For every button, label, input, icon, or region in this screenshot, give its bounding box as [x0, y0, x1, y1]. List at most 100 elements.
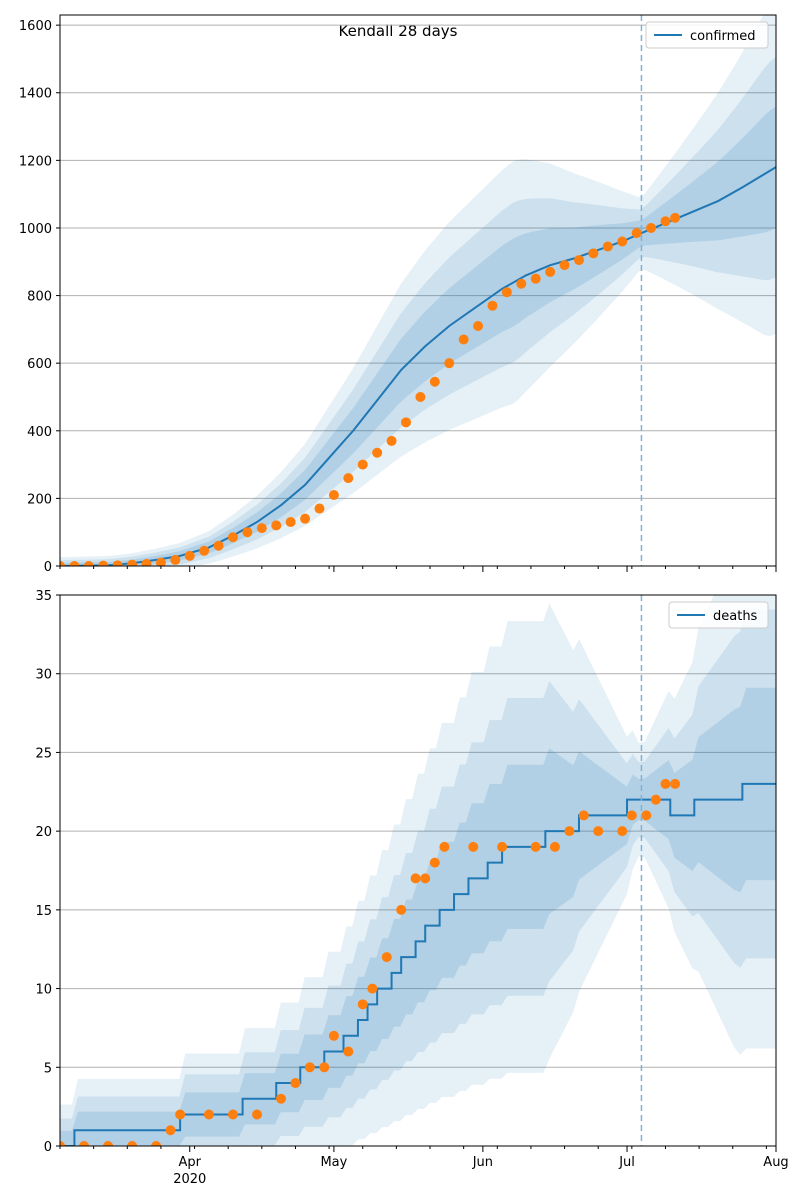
x-tick-label: Apr — [178, 1155, 201, 1170]
observed-point — [631, 228, 642, 239]
observed-point — [386, 435, 397, 446]
observed-point — [530, 841, 541, 852]
observed-point — [242, 527, 253, 538]
observed-point — [617, 236, 628, 247]
observed-point — [602, 241, 613, 252]
observed-point — [79, 1141, 90, 1146]
observed-point — [473, 320, 484, 331]
observed-point — [175, 1109, 186, 1120]
observed-point — [626, 810, 637, 821]
legend-box — [645, 21, 769, 49]
observed-point — [252, 1109, 263, 1120]
uncertainty-band — [60, 106, 776, 566]
observed-point — [357, 999, 368, 1010]
observed-point — [381, 952, 392, 963]
y-tick-label: 1000 — [19, 222, 52, 237]
y-tick-label: 20 — [35, 825, 52, 840]
observed-point — [516, 278, 527, 289]
y-tick-label: 0 — [44, 560, 52, 575]
observed-point — [83, 561, 94, 566]
observed-point — [227, 1109, 238, 1120]
observed-point — [444, 358, 455, 369]
y-tick-label: 400 — [27, 425, 52, 440]
y-tick-label: 1600 — [19, 19, 52, 34]
observed-point — [593, 826, 604, 837]
x-tick-year-label: 2020 — [173, 1172, 206, 1187]
uncertainty-band — [60, 687, 776, 1146]
plot-area — [60, 595, 776, 1146]
observed-point — [165, 1125, 176, 1136]
observed-point — [588, 248, 599, 259]
uncertainty-band — [60, 57, 776, 566]
observed-point — [127, 559, 138, 566]
observed-point — [199, 545, 210, 556]
observed-point — [213, 540, 224, 551]
observed-point — [103, 1141, 114, 1146]
observed-point — [98, 560, 109, 566]
observed-point — [420, 873, 431, 884]
legend-box — [668, 601, 769, 629]
observed-point — [343, 473, 354, 484]
y-tick-label: 200 — [27, 492, 52, 507]
observed-point — [670, 778, 681, 789]
observed-point — [458, 334, 469, 345]
observed-point — [501, 287, 512, 298]
observed-point — [271, 520, 282, 531]
observed-point — [670, 212, 681, 223]
observed-point — [372, 447, 383, 458]
plot-area — [60, 15, 776, 566]
observed-point — [497, 841, 508, 852]
uncertainty-band — [60, 15, 776, 566]
y-tick-label: 25 — [35, 746, 52, 761]
observed-point — [328, 1030, 339, 1041]
observed-point — [151, 1141, 162, 1146]
observed-point — [290, 1078, 301, 1089]
y-tick-label: 0 — [44, 1140, 52, 1155]
observed-point — [319, 1062, 330, 1073]
y-tick-label: 800 — [27, 290, 52, 305]
observed-point — [429, 857, 440, 868]
observed-point — [646, 222, 657, 233]
observed-point — [328, 490, 339, 501]
observed-point — [564, 826, 575, 837]
deaths-panel: 0 5 10 15 20 25 30 35 Apr 2020 May Jun Jul Aug deaths — [35, 589, 788, 1187]
legend-label: confirmed — [690, 29, 756, 44]
observed-point — [415, 391, 426, 402]
observed-point — [429, 376, 440, 387]
observed-point — [184, 550, 195, 561]
observed-point — [660, 778, 671, 789]
legend-label: deaths — [713, 609, 758, 624]
y-tick-label: 15 — [35, 904, 52, 919]
y-tick-label: 10 — [35, 983, 52, 998]
observed-point — [60, 561, 65, 566]
observed-point — [573, 255, 584, 266]
observed-point — [314, 503, 325, 514]
observed-point — [559, 260, 570, 271]
observed-point — [227, 532, 238, 543]
observed-point — [203, 1109, 214, 1120]
observed-point — [357, 459, 368, 470]
observed-point — [410, 873, 421, 884]
observed-point — [69, 561, 80, 566]
observed-point — [549, 841, 560, 852]
observed-point — [400, 417, 411, 428]
observed-point — [641, 810, 652, 821]
axes-frame — [59, 14, 777, 567]
observed-point — [343, 1046, 354, 1057]
observed-point — [650, 794, 661, 805]
x-tick-label: Aug — [763, 1155, 788, 1170]
uncertainty-band — [60, 595, 776, 1146]
observed-point — [304, 1062, 315, 1073]
y-tick-label: 1400 — [19, 87, 52, 102]
figure-title: Kendall 28 days — [339, 22, 458, 40]
deaths-model-line — [60, 782, 776, 1146]
observed-point — [300, 513, 311, 524]
observed-point — [439, 841, 450, 852]
observed-point — [285, 517, 296, 528]
observed-point — [660, 216, 671, 227]
observed-point — [127, 1141, 138, 1146]
observed-point — [60, 1141, 65, 1146]
y-tick-label: 5 — [44, 1061, 52, 1076]
confirmed-panel: 0 200 400 600 800 1000 1200 1400 1600 confirmed — [19, 14, 777, 575]
